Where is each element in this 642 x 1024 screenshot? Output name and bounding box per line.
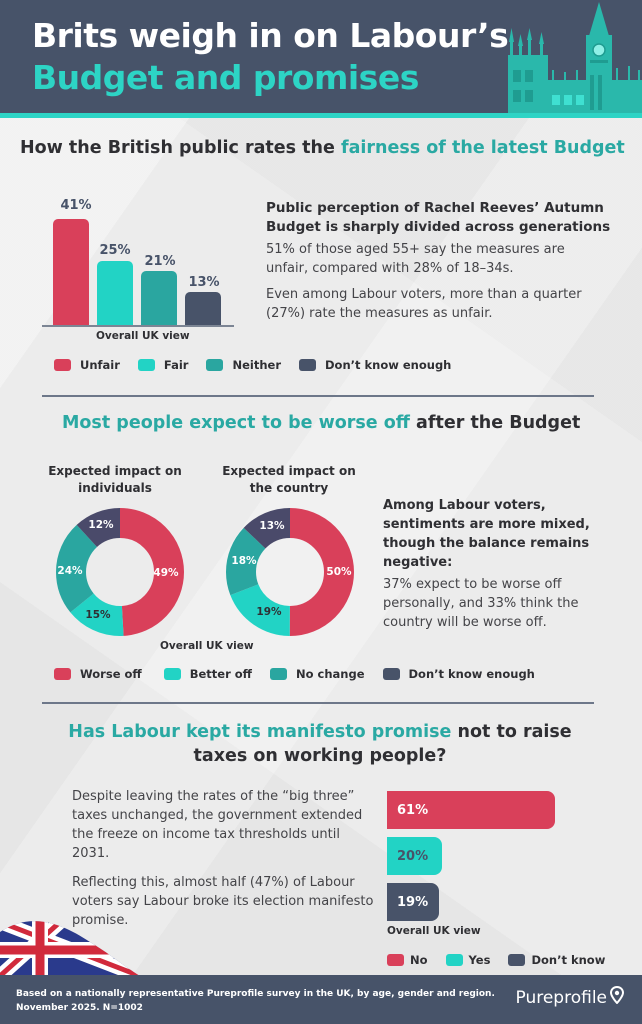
legend-item-no: No	[387, 953, 428, 967]
donut2-label-no-change: 18%	[231, 555, 257, 567]
legend-swatch-cyan	[163, 668, 181, 680]
legend-label: Don’t know enough	[325, 358, 452, 372]
legend-label: No change	[295, 667, 365, 681]
legend-swatch-navy	[382, 668, 400, 680]
section1-paragraph-1: 51% of those aged 55+ say the measures a…	[266, 242, 565, 276]
union-flag-icon	[0, 921, 140, 976]
section2-legend: Worse off Better off No change Don’t kno…	[54, 667, 553, 681]
section1-heading-accent: fairness of the latest Budget	[340, 138, 625, 158]
legend-item-better-off: Better off	[163, 667, 252, 681]
donut-chart-country	[226, 508, 354, 636]
hbar-value-no: 61%	[397, 802, 429, 818]
hbar-dont-know: 19%	[387, 883, 439, 921]
section-divider-2	[42, 702, 594, 704]
hbar-value-dont-know: 19%	[397, 894, 429, 910]
section1-heading-plain: How the British public rates the	[20, 138, 341, 158]
location-pin-icon	[610, 986, 624, 1004]
title-line-2: Budget and promises	[32, 58, 419, 97]
legend-swatch-cyan	[445, 954, 463, 966]
legend-swatch-red	[54, 359, 71, 371]
footer-note: Based on a nationally representative Pur…	[16, 987, 495, 1015]
section3-paragraph-2: Reflecting this, almost half (47%) of La…	[72, 875, 374, 928]
section2-heading: Most people expect to be worse off after…	[62, 413, 580, 433]
hbar-value-yes: 20%	[397, 848, 429, 864]
section1-heading: How the British public rates the fairnes…	[20, 138, 625, 158]
bar-unfair	[53, 219, 89, 326]
legend-item-worse-off: Worse off	[54, 667, 142, 681]
section2-heading-accent: Most people expect to be worse off	[62, 413, 410, 433]
section3-heading-accent: Has Labour kept its manifesto promise	[68, 722, 452, 742]
legend-swatch-teal	[206, 359, 224, 371]
section1-legend: Unfair Fair Neither Don’t know enough	[54, 358, 469, 372]
section1-lead-text: Public perception of Rachel Reeves’ Autu…	[266, 200, 611, 235]
legend-label: Don’t know enough	[408, 667, 535, 681]
hbar-no: 61%	[387, 791, 555, 829]
donut2-label-better: 19%	[256, 606, 282, 618]
donut-chart-caption: Overall UK view	[160, 640, 254, 652]
donut1-label-no-change: 24%	[57, 565, 83, 577]
section3-paragraph-1: Despite leaving the rates of the “big th…	[72, 789, 363, 861]
section2-heading-plain: after the Budget	[409, 413, 581, 433]
header-banner: Brits weigh in on Labour’s Budget and pr…	[0, 0, 642, 113]
donut1-label-better: 15%	[85, 609, 111, 621]
legend-swatch-red	[54, 668, 71, 680]
donut1-label-worse: 49%	[153, 567, 179, 579]
legend-item-dont-know: Don’t know enough	[299, 358, 451, 372]
bar-neither	[141, 271, 177, 326]
fairness-bar-chart: 41% 25% 21% 13%	[42, 196, 242, 326]
bar-dont-know	[185, 292, 221, 326]
hbar-chart-caption: Overall UK view	[387, 925, 481, 937]
section1-paragraph-2: Even among Labour voters, more than a qu…	[266, 287, 582, 321]
bar-value-fair: 25%	[99, 243, 131, 258]
bar-chart-caption: Overall UK view	[96, 330, 190, 342]
section3-heading-plain: not to raise taxes on working people?	[193, 722, 572, 766]
legend-swatch-navy	[299, 359, 316, 371]
brand-name: Pureprofile	[515, 988, 608, 1008]
bar-chart-axis	[42, 325, 234, 327]
legend-item-fair: Fair	[137, 358, 189, 372]
bar-value-neither: 21%	[144, 254, 176, 269]
legend-label: Better off	[189, 667, 252, 681]
donut2-label-worse: 50%	[326, 566, 352, 578]
bar-value-unfair: 41%	[60, 198, 92, 213]
header-accent-rule	[0, 113, 642, 118]
legend-swatch-cyan	[137, 359, 155, 371]
legend-label: Fair	[163, 358, 189, 372]
section-divider-1	[42, 395, 594, 397]
legend-label: No	[410, 953, 428, 967]
legend-label: Unfair	[80, 358, 120, 372]
donut2-label-dont-know: 13%	[259, 520, 285, 532]
pureprofile-logo: Pureprofile	[515, 986, 624, 1008]
legend-label: Neither	[232, 358, 281, 372]
donut2-title: Expected impact on the country	[222, 464, 356, 495]
legend-item-unfair: Unfair	[54, 358, 120, 372]
legend-label: Worse off	[80, 667, 142, 681]
donut-chart-individuals	[56, 508, 184, 636]
parliament-big-ben-icon	[508, 2, 642, 113]
footer: Based on a nationally representative Pur…	[0, 975, 642, 1024]
legend-item-dont-know: Don’t know enough	[382, 667, 535, 681]
legend-label: Don’t know	[531, 953, 606, 967]
donut1-title: Expected impact on individuals	[48, 464, 182, 495]
legend-swatch-red	[387, 954, 404, 966]
section3-heading: Has Labour kept its manifesto promise no…	[60, 720, 580, 768]
section2-paragraph-1: 37% expect to be worse off personally, a…	[383, 577, 579, 630]
donut1-label-dont-know: 12%	[88, 519, 114, 531]
legend-item-no-change: No change	[269, 667, 365, 681]
legend-swatch-teal	[269, 668, 287, 680]
legend-swatch-navy	[508, 954, 526, 966]
bar-value-dont-know: 13%	[188, 275, 220, 290]
bar-fair	[97, 261, 133, 326]
legend-item-dont-know: Don’t know	[508, 953, 605, 967]
section2-lead-text: Among Labour voters, sentiments are more…	[383, 498, 590, 570]
section3-legend: No Yes Don’t know	[387, 953, 623, 967]
legend-label: Yes	[468, 953, 491, 967]
title-line-1: Brits weigh in on Labour’s	[32, 16, 509, 55]
footer-note-line-2: November 2025. N=1002	[16, 1003, 143, 1013]
footer-note-line-1: Based on a nationally representative Pur…	[16, 989, 495, 999]
legend-item-neither: Neither	[206, 358, 281, 372]
hbar-yes: 20%	[387, 837, 442, 875]
legend-item-yes: Yes	[445, 953, 491, 967]
